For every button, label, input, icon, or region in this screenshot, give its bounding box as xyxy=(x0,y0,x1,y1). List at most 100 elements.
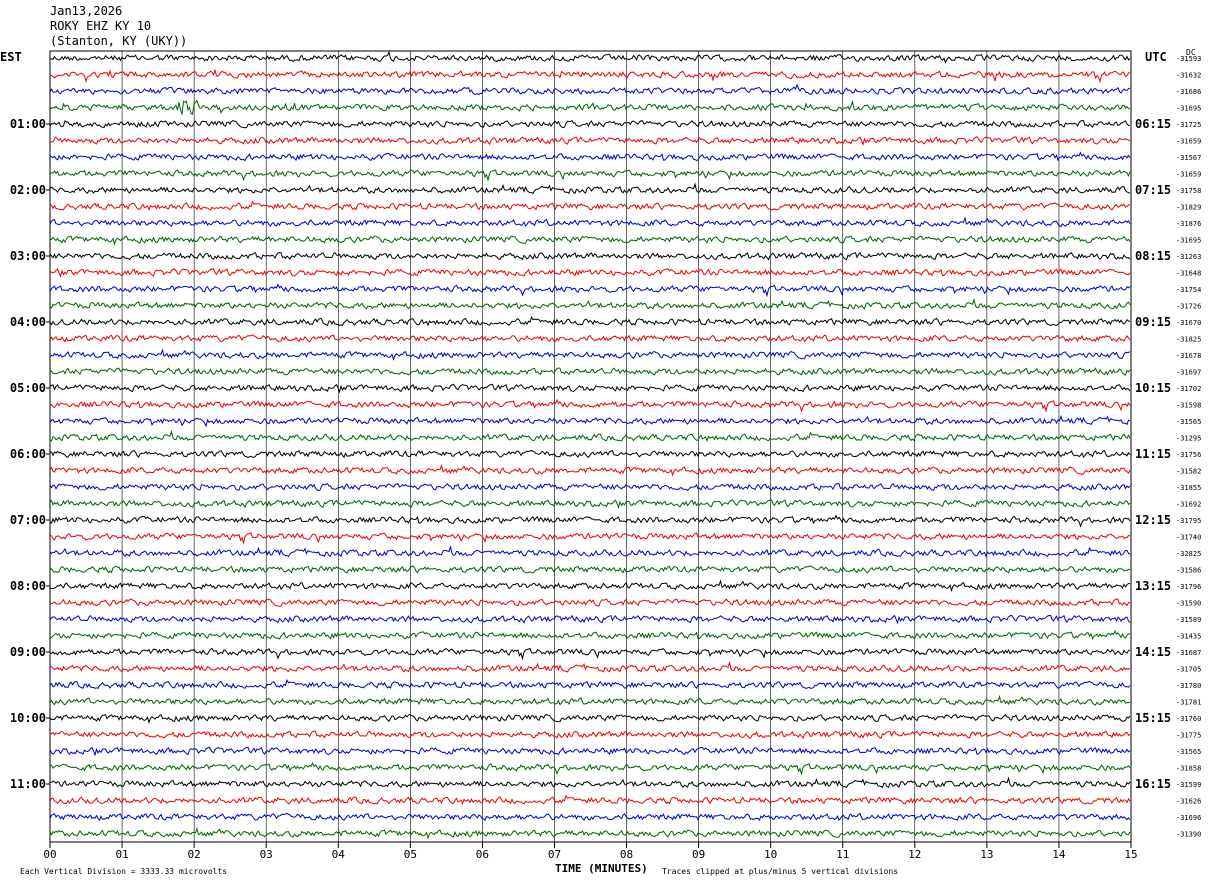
trace-line xyxy=(49,297,1131,310)
trace-line xyxy=(49,761,1131,776)
est-hour-label: 06:00 xyxy=(10,447,46,461)
x-tick-label: 15 xyxy=(1124,848,1137,861)
x-tick-label: 13 xyxy=(980,848,993,861)
trace-line xyxy=(50,68,1131,84)
dc-offset-label: -31598 xyxy=(1176,402,1201,410)
trace-line xyxy=(49,235,1131,246)
trace-line xyxy=(49,482,1131,492)
est-hour-label: 03:00 xyxy=(10,249,46,263)
utc-hour-label: 11:15 xyxy=(1135,447,1171,461)
dc-offset-label: -31705 xyxy=(1176,666,1201,674)
dc-offset-label: -31781 xyxy=(1176,699,1201,707)
est-hour-label: 02:00 xyxy=(10,183,46,197)
trace-line xyxy=(49,200,1131,211)
trace-line xyxy=(49,283,1131,298)
dc-offset-label: -31590 xyxy=(1176,600,1201,608)
x-axis-title: TIME (MINUTES) xyxy=(555,862,648,875)
trace-line xyxy=(49,776,1131,789)
x-tick-label: 05 xyxy=(404,848,417,861)
trace-line xyxy=(49,629,1131,640)
trace-line xyxy=(49,136,1131,147)
dc-offset-label: -31780 xyxy=(1176,682,1201,690)
trace-line xyxy=(49,334,1131,343)
dc-offset-label: -31263 xyxy=(1176,253,1201,261)
trace-line xyxy=(49,678,1131,690)
dc-offset-label: -31858 xyxy=(1176,765,1201,773)
est-hour-label: 01:00 xyxy=(10,117,46,131)
trace-line xyxy=(49,614,1131,625)
trace-line xyxy=(49,151,1131,162)
x-tick-label: 00 xyxy=(43,848,56,861)
trace-line xyxy=(49,463,1131,477)
x-tick-label: 09 xyxy=(692,848,705,861)
dc-offset-label: -31599 xyxy=(1176,781,1201,789)
scale-note: Each Vertical Division = 3333.33 microvo… xyxy=(20,867,228,876)
utc-hour-label: 10:15 xyxy=(1135,381,1171,395)
dc-offset-label: -31795 xyxy=(1176,517,1201,525)
dc-offset-label: -31754 xyxy=(1176,286,1201,294)
trace-line xyxy=(49,268,1131,279)
dc-offset-label: -31565 xyxy=(1176,748,1201,756)
trace-line xyxy=(49,647,1131,661)
clip-note: Traces clipped at plus/minus 5 vertical … xyxy=(662,867,899,876)
dc-offset-label: -31435 xyxy=(1176,633,1201,641)
dc-offset-label: -31740 xyxy=(1176,534,1201,542)
trace-line xyxy=(49,83,1131,96)
trace-line xyxy=(49,660,1131,673)
trace-line xyxy=(49,746,1131,757)
dc-offset-label: -31726 xyxy=(1176,303,1201,311)
dc-offset-label: -31697 xyxy=(1176,369,1201,377)
utc-hour-label: 14:15 xyxy=(1135,645,1171,659)
x-tick-label: 03 xyxy=(260,848,273,861)
est-hour-label: 08:00 xyxy=(10,579,46,593)
trace-line xyxy=(49,499,1131,510)
dc-offset-label: -31758 xyxy=(1176,187,1201,195)
trace-group xyxy=(49,50,1131,840)
dc-offset-label: -31775 xyxy=(1176,732,1201,740)
trace-line xyxy=(49,216,1131,228)
utc-hour-label: 08:15 xyxy=(1135,249,1171,263)
trace-line xyxy=(49,383,1131,394)
trace-line xyxy=(49,398,1131,413)
trace-line xyxy=(49,315,1131,327)
utc-hour-label: 06:15 xyxy=(1135,117,1171,131)
utc-hour-label: 13:15 xyxy=(1135,579,1171,593)
trace-line xyxy=(49,449,1131,459)
trace-line xyxy=(49,826,1131,840)
dc-offset-label: -31632 xyxy=(1176,72,1201,80)
utc-hour-label: 12:15 xyxy=(1135,513,1171,527)
dc-offset-label: -31692 xyxy=(1176,501,1201,509)
dc-offset-label: -31582 xyxy=(1176,468,1201,476)
dc-offset-label: -31626 xyxy=(1176,798,1201,806)
dc-label: DC xyxy=(1186,48,1196,57)
utc-hour-label: 07:15 xyxy=(1135,183,1171,197)
trace-line xyxy=(49,367,1131,377)
dc-offset-label: -31760 xyxy=(1176,715,1201,723)
trace-line xyxy=(49,119,1131,129)
trace-line xyxy=(49,565,1130,574)
dc-offset-label: -31565 xyxy=(1176,418,1201,426)
x-tick-label: 14 xyxy=(1052,848,1066,861)
x-tick-label: 11 xyxy=(836,848,849,861)
dc-offset-label: -31829 xyxy=(1176,204,1201,212)
grid-lines xyxy=(46,50,1132,848)
x-tick-label: 01 xyxy=(115,848,128,861)
est-hour-label: 10:00 xyxy=(10,711,46,725)
x-tick-label: 08 xyxy=(620,848,633,861)
x-tick-label: 04 xyxy=(332,848,346,861)
dc-offset-label: -31686 xyxy=(1176,88,1201,96)
dc-offset-label: -31702 xyxy=(1176,385,1201,393)
dc-offset-label: -31756 xyxy=(1176,451,1201,459)
trace-line xyxy=(49,545,1131,558)
dc-offset-label: -31648 xyxy=(1176,270,1201,278)
x-tick-label: 10 xyxy=(764,848,777,861)
trace-line xyxy=(49,348,1131,361)
trace-line xyxy=(49,514,1131,528)
dc-offset-label: -31659 xyxy=(1176,138,1201,146)
trace-line xyxy=(49,251,1131,261)
trace-line xyxy=(49,694,1131,706)
dc-offset-label: -31687 xyxy=(1176,649,1201,657)
dc-offset-label: -31593 xyxy=(1176,55,1201,63)
dc-offset-label: -31670 xyxy=(1176,319,1201,327)
